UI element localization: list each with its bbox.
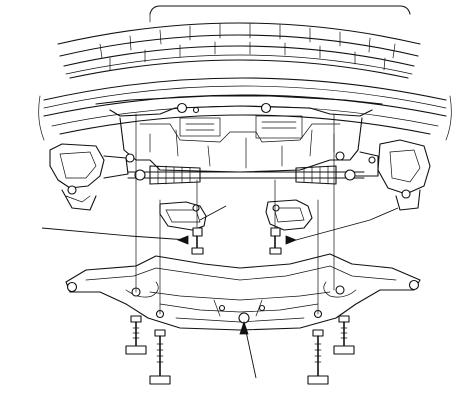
subframe-bolt-2 [149, 329, 171, 385]
callout-leader-left [41, 227, 189, 241]
alignment-guides [135, 113, 335, 315]
subframe-bolt-3 [307, 329, 329, 385]
left-bracket-bolt [176, 227, 204, 255]
steering-rack [127, 165, 365, 185]
right-mount-bracket [265, 199, 313, 231]
grille-slats [99, 23, 396, 71]
callout-leaders [41, 205, 399, 379]
callout-leader-right [295, 207, 399, 241]
subframe-bolt-4 [333, 315, 355, 355]
right-brake-assembly [355, 139, 431, 211]
right-rack-boot [295, 165, 337, 185]
engine-compartment [95, 95, 383, 173]
radiator-grille-upper [57, 5, 421, 79]
left-rack-boot [149, 165, 201, 185]
callout-arrowhead [239, 320, 249, 335]
front-bumper-lower [38, 77, 452, 141]
right-bracket-bolt [269, 227, 298, 255]
subframe-bolt-1 [125, 315, 147, 355]
front-subframe [65, 253, 421, 331]
callout-leader-center [199, 205, 227, 221]
left-brake-assembly [49, 143, 129, 211]
left-mount-bracket [159, 201, 207, 231]
